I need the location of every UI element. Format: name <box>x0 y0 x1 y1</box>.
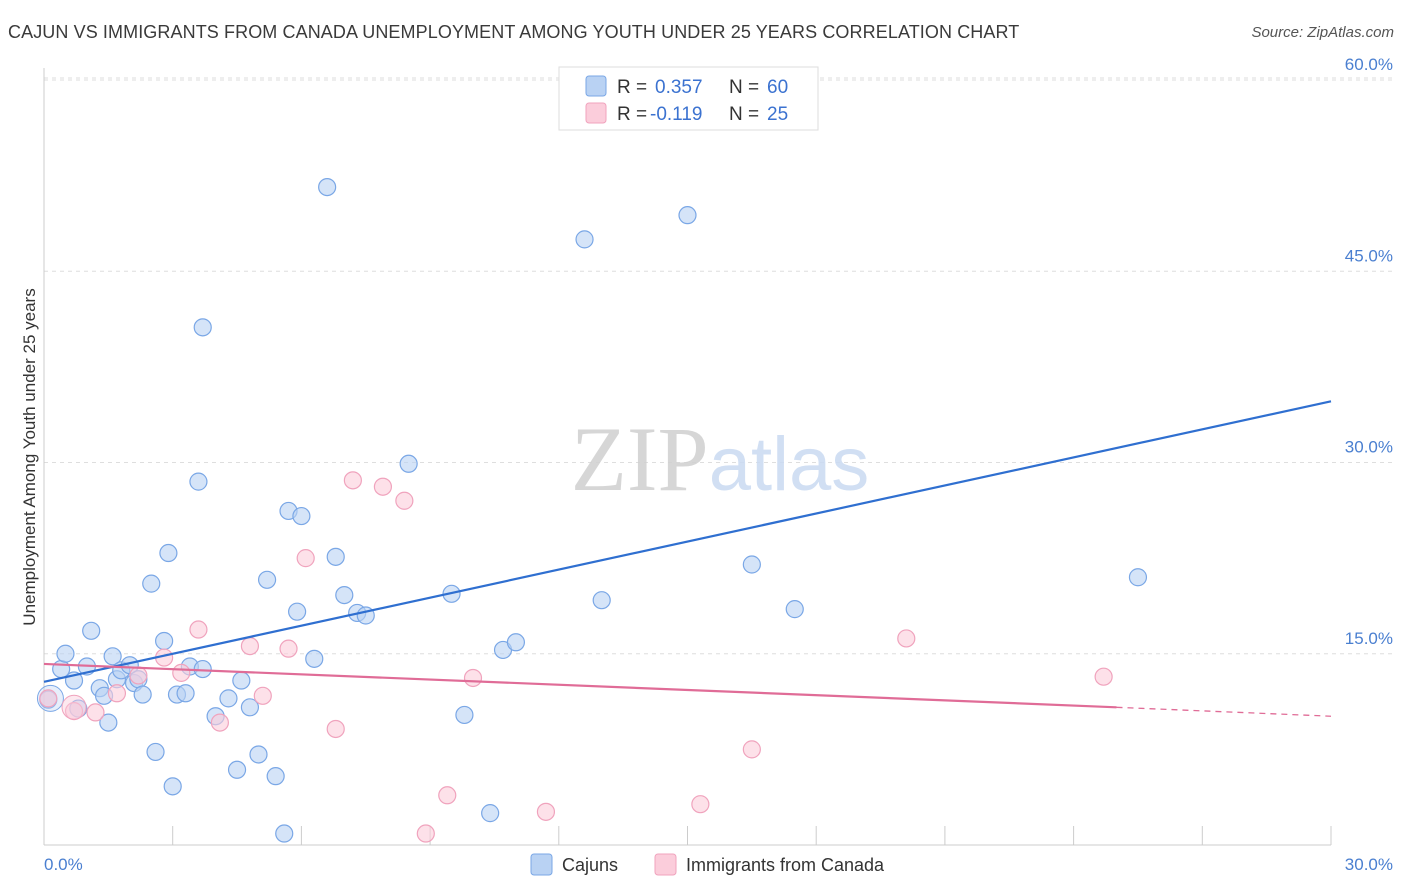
immigrant-point-15 <box>373 477 393 496</box>
immigrant-point-17 <box>416 824 435 843</box>
cajun-point-49 <box>481 804 500 823</box>
stats-swatch-cajuns <box>585 75 607 97</box>
immigrant-point-3 <box>107 684 127 703</box>
trend-lines <box>43 400 1332 717</box>
cajun-point-23 <box>176 684 195 703</box>
y-tick-label-60: 60.0% <box>1345 55 1393 74</box>
cajun-point-9 <box>99 713 118 732</box>
immigrants-points <box>39 471 1113 843</box>
y-tick-label-15: 15.0% <box>1345 629 1393 648</box>
cajun-trend-line <box>43 400 1332 683</box>
cajun-point-10 <box>103 647 122 666</box>
cajun-point-18 <box>146 742 165 762</box>
y-tick-labels: 15.0% 30.0% 45.0% 60.0% <box>1345 55 1393 648</box>
cajun-point-42 <box>326 547 345 566</box>
immigrant-point-0 <box>39 689 58 708</box>
cajun-point-57 <box>1128 568 1148 587</box>
immigrant-point-9 <box>240 636 260 656</box>
legend-swatch-immigrants <box>654 853 677 876</box>
immigrant-point-11 <box>279 639 298 658</box>
immigrant-point-7 <box>189 620 208 639</box>
source-label: Source: ZipAtlas.com <box>1251 24 1394 41</box>
cajun-point-17 <box>142 574 161 593</box>
stats-r-value-cajuns: 0.357 <box>655 77 703 98</box>
stats-legend: R = 0.357 N = 60 R = -0.119 N = 25 <box>558 66 819 131</box>
cajun-point-19 <box>155 631 174 651</box>
stats-r-value-immigrants: -0.119 <box>650 104 702 125</box>
stats-swatch-immigrants <box>585 102 607 124</box>
immigrant-point-19 <box>463 668 483 688</box>
immigrant-cluster-point <box>61 694 87 720</box>
stats-n-label-immigrants: N = <box>729 104 759 125</box>
immigrant-point-21 <box>691 795 710 814</box>
cajun-point-48 <box>455 705 474 725</box>
cajun-point-43 <box>335 585 354 605</box>
watermark-zip: ZIP <box>571 408 709 510</box>
cajun-point-33 <box>249 745 268 764</box>
cajun-point-31 <box>232 671 251 690</box>
cajun-point-51 <box>506 633 526 652</box>
stats-n-value-immigrants: 25 <box>767 104 788 125</box>
immigrant-point-24 <box>1094 667 1113 686</box>
immigrant-point-13 <box>326 719 345 739</box>
cajun-point-2 <box>56 644 75 663</box>
immigrant-point-14 <box>343 471 362 490</box>
cajun-point-39 <box>292 506 311 526</box>
cajun-point-6 <box>82 621 101 640</box>
immigrant-point-8 <box>210 713 229 732</box>
chart-title: CAJUN VS IMMIGRANTS FROM CANADA UNEMPLOY… <box>8 22 1020 42</box>
stats-r-label-cajuns: R = <box>617 77 647 98</box>
stats-n-label-cajuns: N = <box>729 77 759 98</box>
stats-n-value-cajuns: 60 <box>767 77 788 98</box>
immigrant-point-20 <box>536 802 556 821</box>
immigrant-point-22 <box>742 740 761 759</box>
cajun-point-30 <box>227 760 247 779</box>
cajun-point-46 <box>399 454 418 473</box>
y-tick-label-45: 45.0% <box>1345 246 1393 265</box>
immigrant-point-12 <box>296 549 315 568</box>
cajun-point-53 <box>592 591 611 610</box>
cajun-point-52 <box>575 230 594 249</box>
cajun-point-54 <box>678 206 697 225</box>
watermark-atlas: atlas <box>709 422 870 507</box>
cajun-point-38 <box>288 602 307 621</box>
immigrant-point-16 <box>395 491 414 510</box>
cajun-point-55 <box>742 555 761 574</box>
immigrant-point-18 <box>438 786 457 805</box>
cajun-point-35 <box>266 767 285 786</box>
x-tick-label-max: 30.0% <box>1345 855 1393 874</box>
x-ticks <box>172 826 1332 845</box>
cajun-point-26 <box>193 318 212 337</box>
series-legend: Cajuns Immigrants from Canada <box>530 853 885 876</box>
immigrant-point-2 <box>86 703 105 722</box>
gridlines <box>44 77 1393 655</box>
immigrant-point-4 <box>129 666 148 685</box>
cajun-point-41 <box>318 178 337 197</box>
immigrant-point-6 <box>172 663 191 682</box>
immigrant-point-10 <box>253 686 272 705</box>
y-tick-label-30: 30.0% <box>1345 438 1393 457</box>
immigrant-trend-extension <box>1116 706 1332 717</box>
cajun-point-56 <box>785 600 804 619</box>
cajun-point-34 <box>257 570 277 589</box>
immigrant-trend-line <box>43 662 1117 709</box>
watermark: ZIPatlas <box>571 408 870 510</box>
cajun-point-36 <box>275 824 294 843</box>
cajun-point-32 <box>240 698 260 717</box>
cajun-point-40 <box>305 649 324 668</box>
cajun-point-20 <box>159 543 178 563</box>
legend-label-cajuns: Cajuns <box>562 855 618 875</box>
x-tick-label-min: 0.0% <box>44 855 83 874</box>
legend-swatch-cajuns <box>530 853 553 876</box>
cajun-point-16 <box>133 685 152 704</box>
immigrant-point-23 <box>897 629 916 648</box>
cajun-point-29 <box>219 689 238 708</box>
cajun-point-25 <box>189 472 208 491</box>
cajuns-points <box>36 178 1148 843</box>
legend-label-immigrants: Immigrants from Canada <box>686 855 885 875</box>
stats-r-label-immigrants: R = <box>617 104 647 125</box>
cajun-point-21 <box>163 777 182 796</box>
